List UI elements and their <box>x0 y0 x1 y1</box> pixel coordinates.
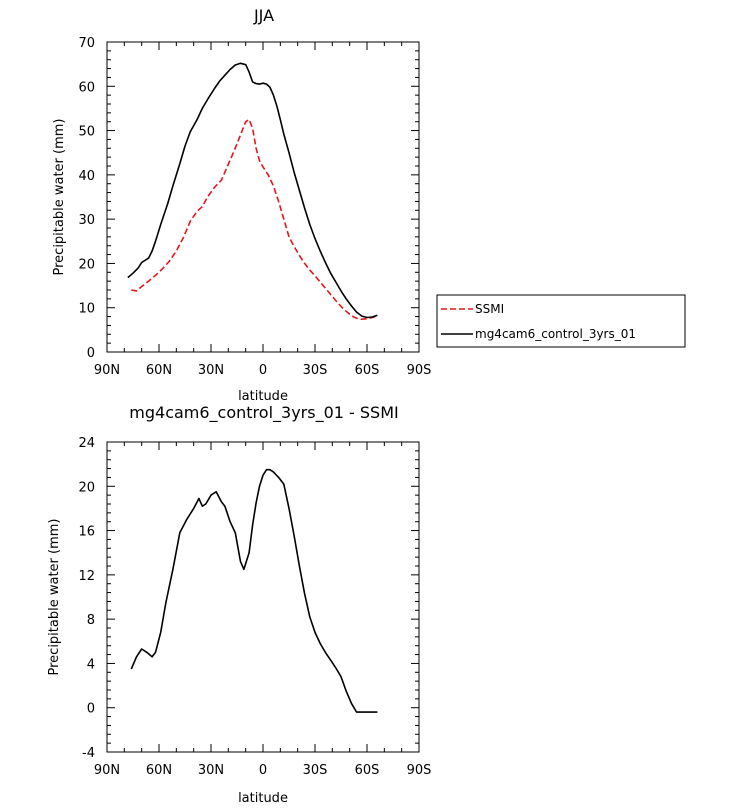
y-tick-label: 40 <box>78 169 95 184</box>
legend-box <box>436 294 686 348</box>
y-tick-label: -4 <box>82 746 95 761</box>
panel-top: JJA 90N 60N 30N 0 30S 60S 90S 0 10 20 30 40 50 60 70 l… <box>52 6 686 404</box>
x-tick-label: 90S <box>407 763 432 778</box>
panel-bottom-title: mg4cam6_control_3yrs_01 - SSMI <box>129 403 398 423</box>
panel-bottom: mg4cam6_control_3yrs_01 - SSMI 90N 60N 30N… <box>47 403 431 806</box>
panel-bottom-x-axis-label: latitude <box>238 791 288 806</box>
x-tick-label: 0 <box>259 763 267 778</box>
series-line-ssmi <box>131 118 378 321</box>
y-tick-label: 8 <box>87 613 95 628</box>
panel-top-plot-frame <box>106 41 420 353</box>
x-tick-label: 30S <box>303 763 328 778</box>
panel-top-title: JJA <box>253 6 274 25</box>
panel-bottom-plot-frame <box>106 441 420 753</box>
x-tick-label: 90S <box>407 363 432 378</box>
x-tick-label: 60S <box>355 363 380 378</box>
legend-label-model: mg4cam6_control_3yrs_01 <box>475 327 636 341</box>
y-tick-label: 12 <box>78 569 95 584</box>
x-tick-label: 30N <box>198 763 224 778</box>
x-tick-label: 60N <box>146 363 172 378</box>
y-tick-label: 4 <box>87 657 95 672</box>
panel-bottom-y-axis-label: Precipitable water (mm) <box>47 519 62 676</box>
legend-label-ssmi: SSMI <box>475 302 504 316</box>
x-tick-label: 30S <box>303 363 328 378</box>
x-tick-label: 90N <box>94 363 120 378</box>
y-tick-label: 30 <box>78 213 95 228</box>
y-tick-label: 0 <box>87 346 95 361</box>
panel-top-x-axis-label: latitude <box>238 389 288 404</box>
y-tick-label: 50 <box>78 125 95 140</box>
x-tick-label: 0 <box>259 363 267 378</box>
y-tick-label: 0 <box>87 702 95 717</box>
legend: SSMI mg4cam6_control_3yrs_01 <box>436 294 686 348</box>
series-line-mg4cam6-control-3yrs-01 <box>127 62 378 319</box>
y-tick-label: 10 <box>78 302 95 317</box>
y-tick-label: 60 <box>78 80 95 95</box>
x-tick-label: 60N <box>146 763 172 778</box>
x-tick-label: 30N <box>198 363 224 378</box>
y-tick-label: 20 <box>78 257 95 272</box>
y-tick-label: 70 <box>78 36 95 51</box>
y-tick-label: 20 <box>78 480 95 495</box>
y-tick-label: 16 <box>78 525 95 540</box>
y-tick-label: 24 <box>78 436 95 451</box>
panel-top-y-axis-label: Precipitable water (mm) <box>52 119 67 276</box>
x-tick-label: 90N <box>94 763 120 778</box>
x-tick-label: 60S <box>355 763 380 778</box>
series-line-panel1-difference <box>130 468 378 713</box>
